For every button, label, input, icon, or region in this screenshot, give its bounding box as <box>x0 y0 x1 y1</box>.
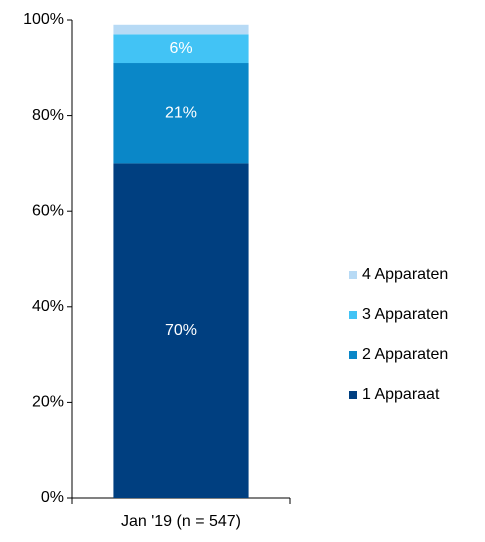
legend-swatch <box>349 271 357 279</box>
y-tick-label: 40% <box>32 298 64 315</box>
bar-segment <box>113 63 249 164</box>
y-tick-label: 80% <box>32 107 64 124</box>
y-tick-label: 0% <box>41 489 64 506</box>
legend-swatch <box>349 391 357 399</box>
data-label: 21% <box>165 104 197 121</box>
bar-segment <box>113 163 249 498</box>
legend-label: 2 Apparaten <box>362 346 448 363</box>
bar-segment <box>113 34 249 64</box>
y-tick-label: 20% <box>32 394 64 411</box>
data-label: 70% <box>165 322 197 339</box>
legend-swatch <box>349 311 357 319</box>
bar-segment <box>113 24 249 35</box>
legend-label: 1 Apparaat <box>362 386 440 403</box>
y-tick-label: 60% <box>32 202 64 219</box>
legend-label: 3 Apparaten <box>362 306 448 323</box>
legend-label: 4 Apparaten <box>362 266 448 283</box>
data-label: 6% <box>169 40 192 57</box>
x-tick-label: Jan '19 (n = 547) <box>121 513 241 530</box>
y-tick-label: 100% <box>23 11 64 28</box>
legend-swatch <box>349 351 357 359</box>
